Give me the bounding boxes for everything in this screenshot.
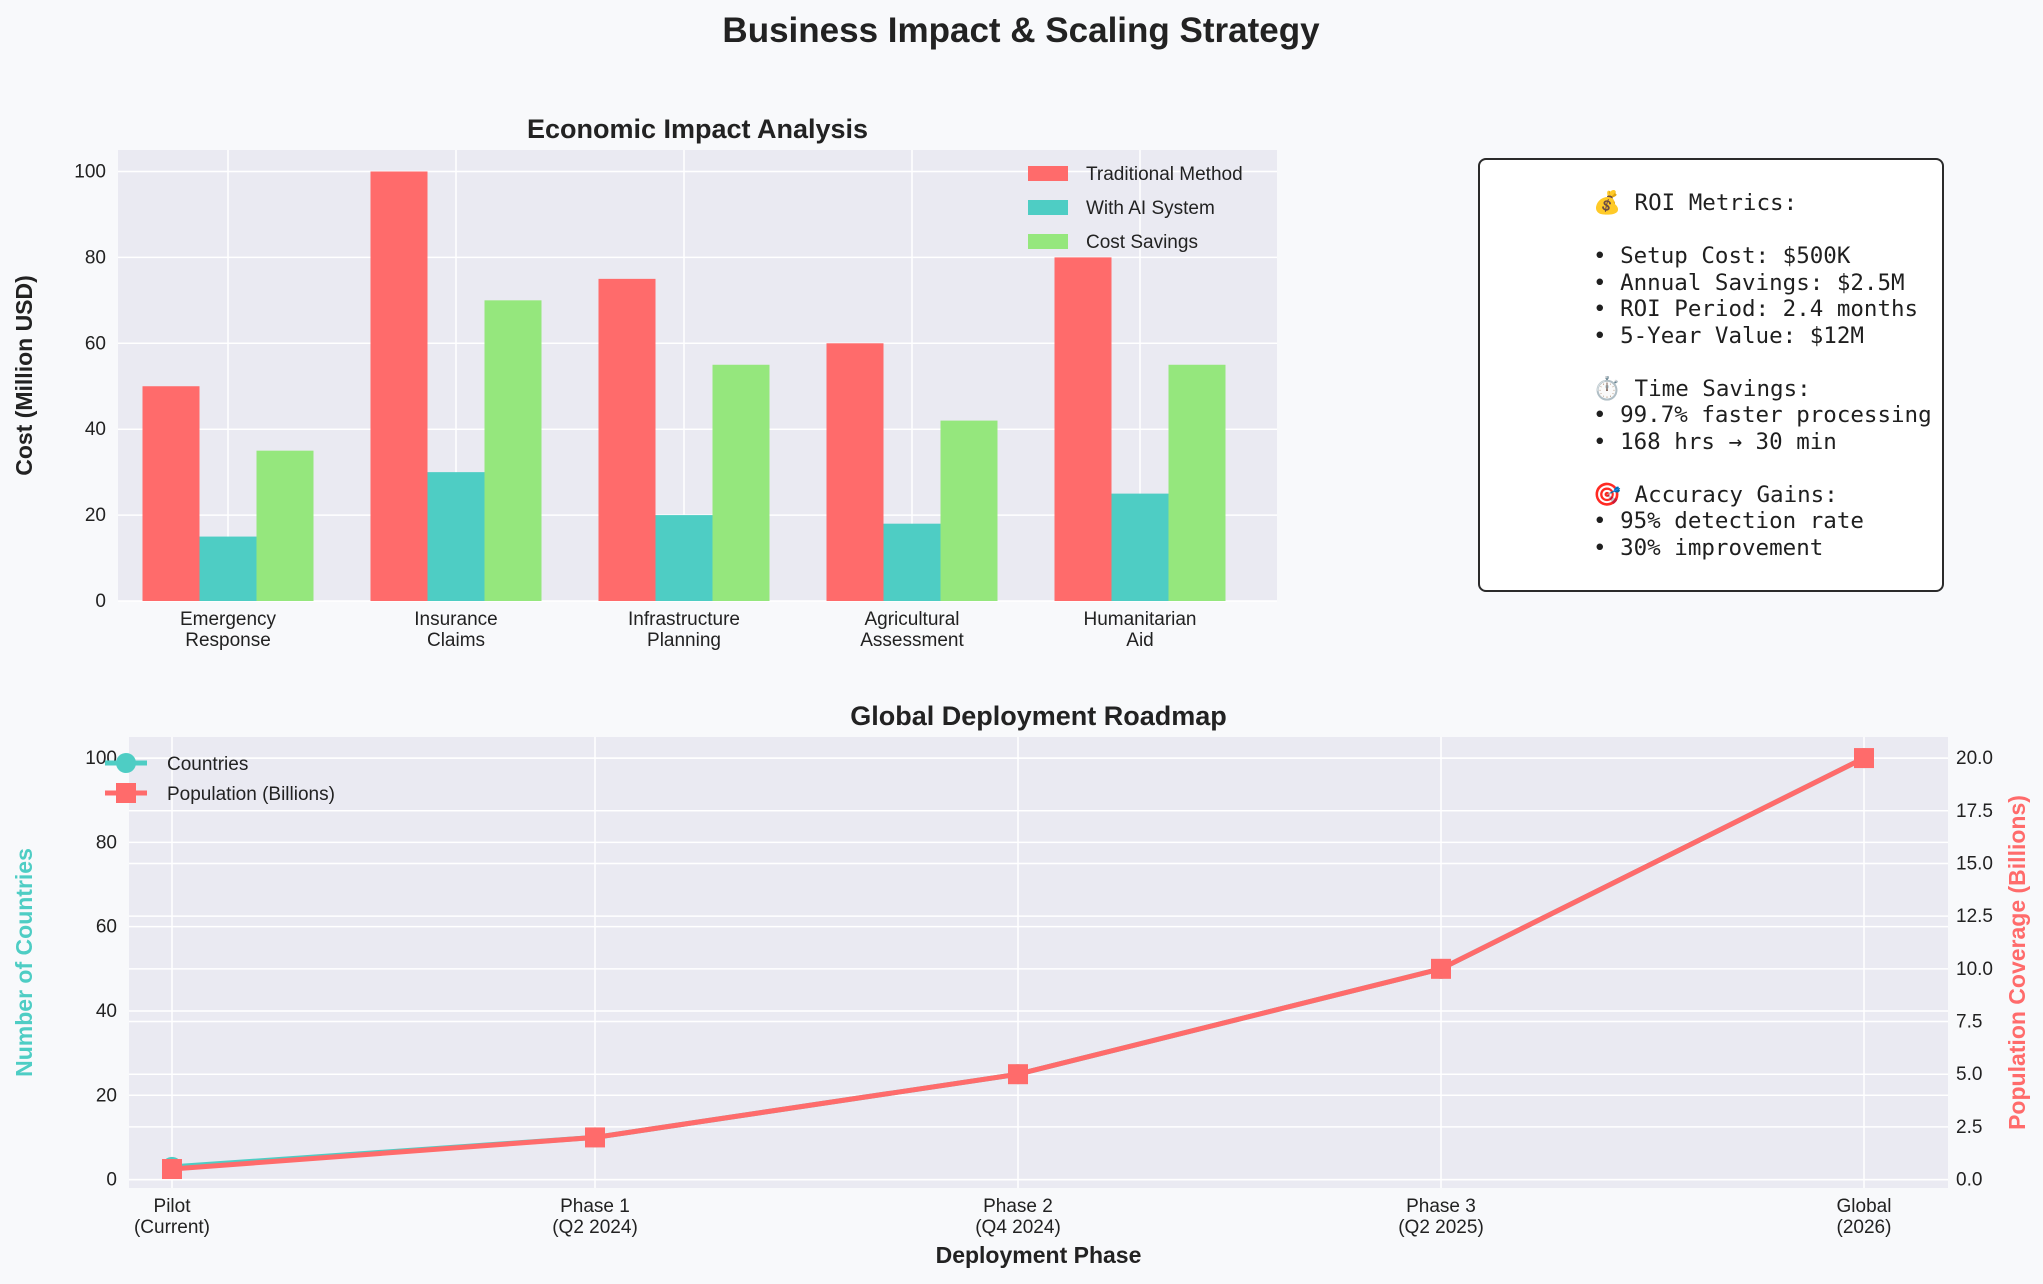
- legend-label: Traditional Method: [1086, 164, 1243, 185]
- bar: [484, 300, 542, 601]
- legend-swatch: [1028, 234, 1068, 249]
- x-tick-label: Agricultural: [864, 609, 959, 630]
- y-tick-label: 20: [96, 1085, 117, 1106]
- roi-line: • 99.7% faster processing: [1593, 402, 1932, 428]
- x-tick-label: Infrastructure: [628, 609, 740, 630]
- y2-tick-label: 20.0: [1956, 748, 1993, 769]
- bar: [655, 515, 713, 601]
- y-tick-label: 0: [106, 1170, 117, 1191]
- legend-swatch: [1028, 166, 1068, 181]
- x-tick-label: Phase 3: [1406, 1196, 1476, 1217]
- roi-line: • ROI Period: 2.4 months: [1593, 296, 1919, 322]
- chart-title: Economic Impact Analysis: [527, 114, 868, 144]
- roi-spacer: [1593, 217, 1942, 244]
- x-tick-label: Phase 1: [560, 1196, 630, 1217]
- y-tick-label: 60: [85, 333, 106, 354]
- bar: [427, 472, 485, 601]
- bar: [826, 343, 884, 601]
- y-tick-label: 100: [74, 161, 106, 182]
- bar: [1054, 257, 1112, 601]
- y-tick-label: 0: [95, 591, 106, 612]
- y2-tick-label: 12.5: [1956, 906, 1993, 927]
- point-population: [1854, 748, 1874, 769]
- y2-tick-label: 7.5: [1956, 1012, 1982, 1033]
- y-tick-label: 80: [85, 247, 106, 268]
- bar: [940, 420, 998, 601]
- x-tick-label: (Q2 2025): [1398, 1217, 1484, 1238]
- x-tick-label: Emergency: [180, 609, 277, 630]
- legend-marker: [116, 783, 136, 803]
- deployment-roadmap-chart: 0 20 40 60 80 100 0.0 2.5 5.0 7.5 10.0 12.5 15.0 17.5…: [11, 701, 2030, 1268]
- roi-line: • 95% detection rate: [1593, 508, 1864, 534]
- x-axis-label: Deployment Phase: [936, 1242, 1142, 1268]
- y-axis-label: Number of Countries: [11, 848, 37, 1077]
- bar: [142, 386, 200, 601]
- y-tick-label: 40: [85, 419, 106, 440]
- bar: [883, 523, 941, 601]
- roi-line: • Annual Savings: $2.5M: [1593, 269, 1905, 296]
- y-tick-label: 80: [96, 832, 117, 853]
- y2-tick-label: 10.0: [1956, 959, 1993, 980]
- point-population: [1008, 1064, 1028, 1085]
- roi-line: 💰 ROI Metrics:: [1593, 190, 1798, 216]
- chart-title: Global Deployment Roadmap: [850, 701, 1227, 731]
- legend-label: With AI System: [1086, 198, 1215, 219]
- x-tick-label: (2026): [1837, 1217, 1892, 1238]
- legend-label: Cost Savings: [1086, 232, 1198, 253]
- legend-swatch: [1028, 200, 1068, 215]
- y-tick-label: 60: [96, 917, 117, 938]
- y2-tick-label: 15.0: [1956, 853, 1993, 874]
- y-axis-label: Cost (Million USD): [11, 275, 37, 476]
- bar: [256, 450, 314, 601]
- roi-line: • 168 hrs → 30 min: [1593, 428, 1837, 455]
- bar: [1168, 364, 1226, 601]
- bar: [199, 536, 257, 601]
- x-tick-label: Humanitarian: [1084, 609, 1197, 630]
- roi-metrics-panel: 💰 ROI Metrics: • Setup Cost: $500K • Annua…: [1478, 158, 1944, 592]
- x-tick-label: Insurance: [414, 609, 497, 630]
- point-population: [162, 1159, 182, 1180]
- roi-line: 🎯 Accuracy Gains:: [1593, 481, 1838, 508]
- roi-line: ⏱️ Time Savings:: [1593, 375, 1811, 402]
- y2-tick-label: 17.5: [1956, 801, 1993, 822]
- x-tick-label: Response: [185, 630, 271, 651]
- y-tick-label: 100: [85, 748, 117, 769]
- x-tick-label: Planning: [647, 630, 721, 651]
- y2-tick-label: 0.0: [1956, 1170, 1982, 1191]
- legend-label: Countries: [167, 754, 248, 775]
- roi-line: • 30% improvement: [1593, 534, 1824, 561]
- y2-axis-label: Population Coverage (Billions): [2004, 795, 2030, 1130]
- x-tick-label: (Q4 2024): [975, 1217, 1061, 1238]
- bar: [370, 171, 428, 601]
- y-tick-label: 20: [85, 505, 106, 526]
- bar: [598, 278, 656, 601]
- point-population: [1431, 958, 1451, 979]
- x-tick-label: Claims: [427, 630, 485, 651]
- x-tick-label: Assessment: [860, 630, 964, 651]
- bar: [1111, 493, 1169, 601]
- roi-line: • Setup Cost: $500K: [1593, 243, 1851, 269]
- x-tick-label: Global: [1837, 1196, 1892, 1217]
- x-tick-label: Phase 2: [983, 1196, 1053, 1217]
- plot-area: [129, 737, 1948, 1188]
- y-tick-label: 40: [96, 1001, 117, 1022]
- roi-spacer: [1593, 455, 1942, 482]
- bar: [712, 364, 770, 601]
- legend-label: Population (Billions): [167, 784, 335, 805]
- y2-tick-label: 5.0: [1956, 1064, 1982, 1085]
- x-tick-label: (Current): [134, 1217, 210, 1238]
- y2-tick-label: 2.5: [1956, 1117, 1982, 1138]
- figure-title: Business Impact & Scaling Strategy: [722, 11, 1320, 50]
- x-tick-label: (Q2 2024): [552, 1217, 638, 1238]
- roi-line: • 5-Year Value: $12M: [1593, 322, 1864, 349]
- point-population: [585, 1127, 605, 1148]
- roi-spacer: [1593, 349, 1942, 376]
- x-tick-label: Pilot: [154, 1196, 192, 1217]
- legend-marker: [116, 753, 136, 773]
- x-tick-label: Aid: [1126, 630, 1153, 651]
